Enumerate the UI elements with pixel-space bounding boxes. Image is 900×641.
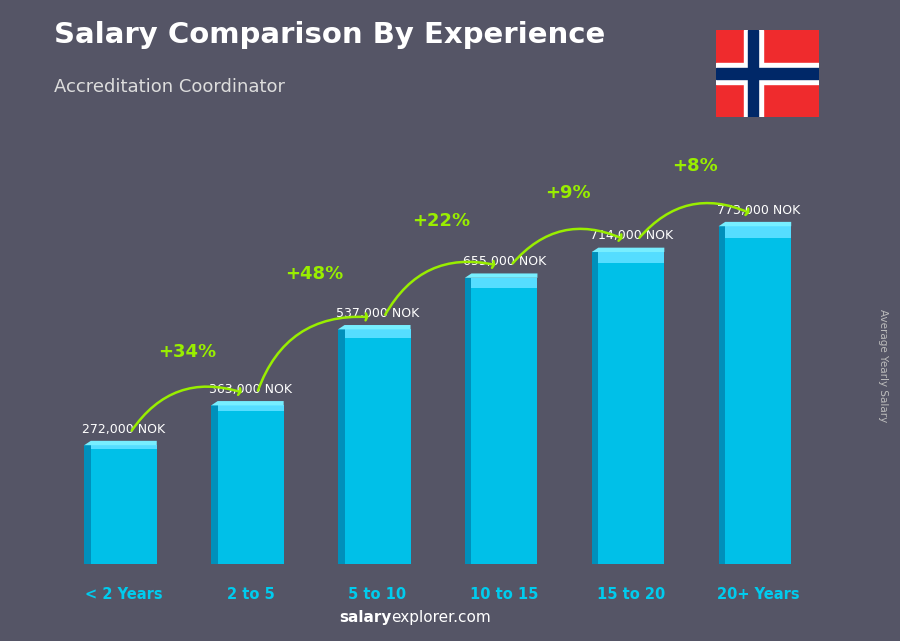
Text: 714,000 NOK: 714,000 NOK	[590, 229, 673, 242]
Text: < 2 Years: < 2 Years	[85, 587, 163, 602]
Bar	[725, 226, 791, 238]
Text: 20+ Years: 20+ Years	[717, 587, 799, 602]
Text: Salary Comparison By Experience: Salary Comparison By Experience	[54, 21, 605, 49]
Bar	[598, 252, 664, 263]
Text: 363,000 NOK: 363,000 NOK	[209, 383, 292, 395]
Text: +9%: +9%	[545, 184, 590, 202]
Bar	[85, 445, 91, 564]
Text: +48%: +48%	[285, 265, 343, 283]
Bar	[212, 406, 218, 564]
Bar	[749, 30, 758, 117]
Bar	[718, 226, 725, 564]
Bar	[218, 406, 284, 411]
Text: 2 to 5: 2 to 5	[227, 587, 274, 602]
Polygon shape	[212, 401, 284, 406]
Bar	[591, 252, 599, 564]
Bar	[91, 445, 157, 564]
Bar	[716, 68, 819, 79]
Polygon shape	[718, 222, 791, 226]
Text: explorer.com: explorer.com	[392, 610, 491, 625]
Text: 15 to 20: 15 to 20	[598, 587, 665, 602]
Bar	[338, 329, 345, 564]
Text: +34%: +34%	[158, 343, 216, 361]
Text: +8%: +8%	[672, 156, 717, 174]
Text: 537,000 NOK: 537,000 NOK	[336, 307, 419, 320]
Bar	[345, 329, 410, 564]
Bar	[725, 226, 791, 564]
Bar	[91, 445, 157, 449]
Text: Accreditation Coordinator: Accreditation Coordinator	[54, 78, 285, 96]
Bar	[472, 278, 537, 288]
Text: Average Yearly Salary: Average Yearly Salary	[878, 309, 888, 422]
Text: 5 to 10: 5 to 10	[348, 587, 407, 602]
Bar	[716, 63, 819, 84]
Text: 773,000 NOK: 773,000 NOK	[716, 204, 800, 217]
Polygon shape	[591, 247, 664, 252]
Bar	[472, 278, 537, 564]
Text: 655,000 NOK: 655,000 NOK	[463, 255, 546, 268]
Text: +22%: +22%	[412, 212, 470, 229]
Polygon shape	[465, 274, 537, 278]
Polygon shape	[85, 441, 157, 445]
Bar	[345, 329, 410, 338]
Text: salary: salary	[339, 610, 392, 625]
Polygon shape	[338, 325, 410, 329]
Bar	[465, 278, 472, 564]
Text: 272,000 NOK: 272,000 NOK	[82, 422, 166, 436]
Bar	[743, 30, 762, 117]
Text: 10 to 15: 10 to 15	[471, 587, 538, 602]
Bar	[598, 252, 664, 564]
Bar	[218, 406, 284, 564]
